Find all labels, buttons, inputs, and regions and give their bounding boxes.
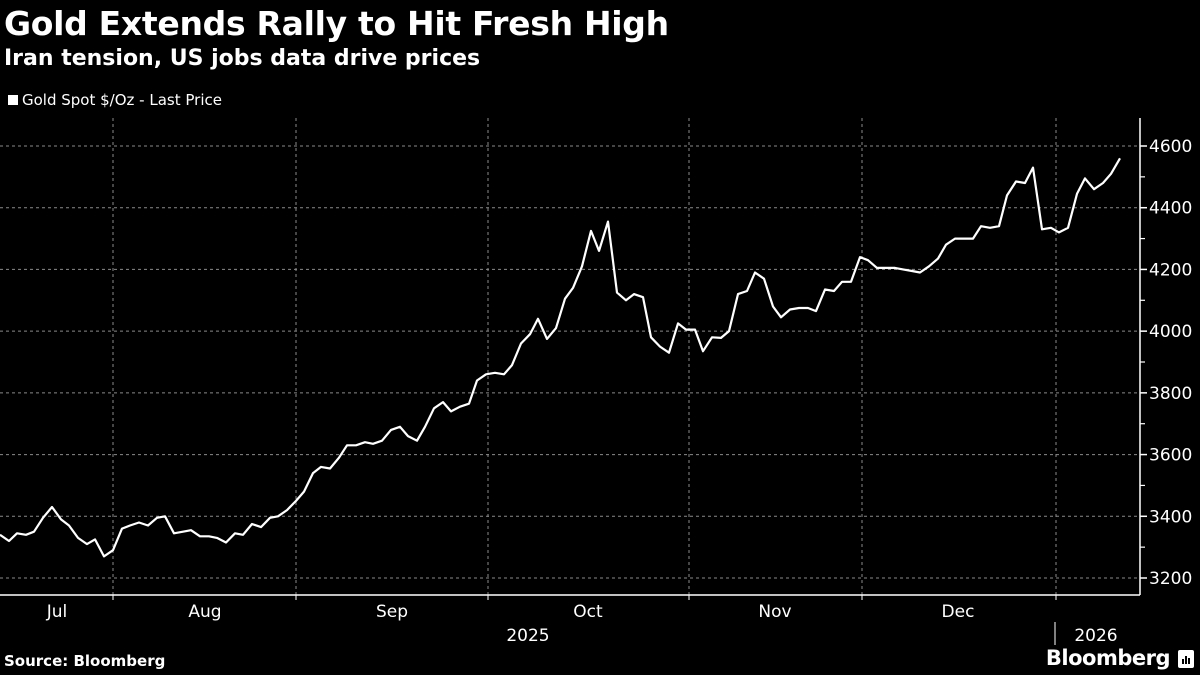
y-tick-label: 3800 — [1149, 384, 1192, 404]
axes — [0, 118, 1147, 645]
x-month-label: Nov — [758, 602, 791, 622]
x-month-label: Aug — [188, 602, 221, 622]
bloomberg-logo: Bloomberg — [1045, 646, 1171, 670]
gridlines — [0, 118, 1140, 595]
y-tick-label: 4600 — [1149, 137, 1192, 157]
y-tick-label: 4400 — [1149, 199, 1192, 219]
y-tick-label: 3200 — [1149, 569, 1192, 589]
y-tick-label: 4000 — [1149, 322, 1192, 342]
y-axis-labels: 3200 3400 3600 3800 4000 4200 4400 4600 — [1149, 137, 1192, 589]
y-tick-label: 3600 — [1149, 446, 1192, 466]
x-month-label: Sep — [376, 602, 408, 622]
legend-label: Gold Spot $/Oz - Last Price — [22, 91, 222, 109]
y-tick-label: 4200 — [1149, 260, 1192, 280]
chart-subtitle: Iran tension, US jobs data drive prices — [4, 46, 481, 71]
bloomberg-chart-icon — [1178, 650, 1194, 668]
x-month-label: Oct — [573, 602, 603, 622]
x-year-label: 2026 — [1074, 626, 1117, 646]
x-axis-labels: Jul Aug Sep Oct Nov Dec 2025 2026 — [46, 602, 1118, 646]
x-month-label: Jul — [46, 602, 68, 622]
x-month-label: Dec — [942, 602, 975, 622]
legend: Gold Spot $/Oz - Last Price — [8, 91, 222, 109]
y-tick-label: 3400 — [1149, 507, 1192, 527]
x-year-label: 2025 — [506, 626, 549, 646]
legend-swatch-icon — [8, 95, 18, 105]
chart-title: Gold Extends Rally to Hit Fresh High — [4, 4, 669, 43]
source-note: Source: Bloomberg — [4, 652, 166, 670]
price-line — [0, 157, 1121, 558]
